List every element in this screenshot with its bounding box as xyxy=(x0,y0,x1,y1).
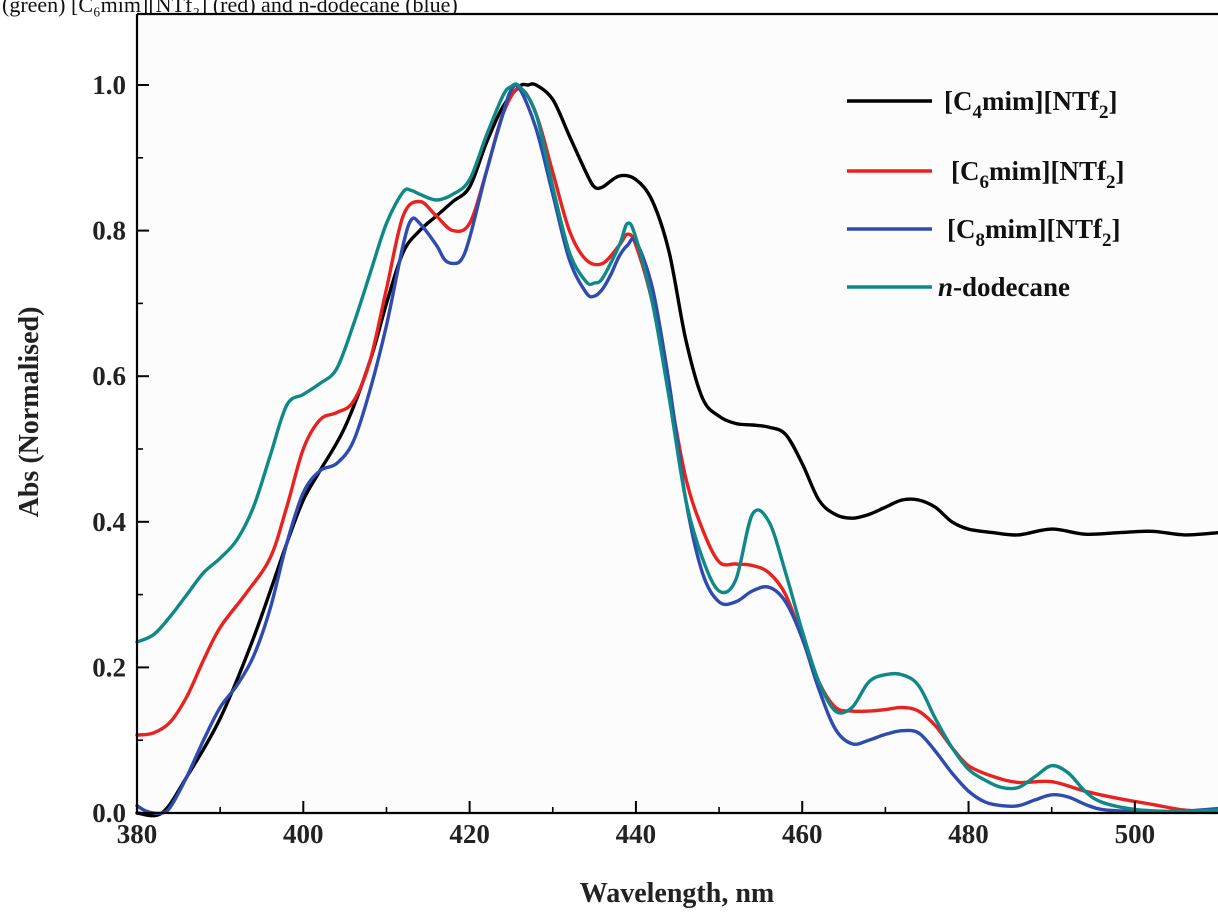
axes-layer: 380 400 420 440 460 480 500 0.0 0.2 0.4 0.6 0.8 1.0 xyxy=(92,12,1218,849)
legend-label-2: [C6mim][NTf2] xyxy=(951,156,1124,193)
x-tick-label: 440 xyxy=(616,819,657,849)
series-line-4 xyxy=(135,82,1218,814)
series-line-3 xyxy=(135,83,1218,816)
x-tick-label: 460 xyxy=(782,819,823,849)
series-layer xyxy=(135,82,1218,818)
legend: [C4mim][NTf2] [C6mim][NTf2] [C8mim][NTf2] n… xyxy=(847,86,1124,302)
x-tick-label: 380 xyxy=(117,819,158,849)
plot-area xyxy=(137,14,1218,813)
series-line-2 xyxy=(135,86,1218,814)
caption-fragment: (green) [C₆mim][NTf₂] (red) and n-dodeca… xyxy=(2,0,458,17)
y-tick-label: 0.2 xyxy=(92,652,126,682)
legend-label-3: [C8mim][NTf2] xyxy=(947,214,1120,251)
x-axis-title: Wavelength, nm xyxy=(580,878,774,909)
y-tick-label: 1.0 xyxy=(92,70,126,100)
legend-label-1: [C4mim][NTf2] xyxy=(944,86,1117,123)
y-tick-label: 0.0 xyxy=(92,798,126,828)
y-axis-title: Abs (Normalised) xyxy=(14,307,45,518)
y-tick-label: 0.8 xyxy=(92,216,126,246)
x-tick-label: 500 xyxy=(1115,819,1156,849)
x-tick-label: 420 xyxy=(449,819,490,849)
y-tick-label: 0.6 xyxy=(92,361,126,391)
legend-label-4: n-dodecane xyxy=(938,272,1070,302)
y-tick-label: 0.4 xyxy=(92,507,126,537)
x-tick-label: 480 xyxy=(948,819,989,849)
x-tick-label: 400 xyxy=(283,819,324,849)
